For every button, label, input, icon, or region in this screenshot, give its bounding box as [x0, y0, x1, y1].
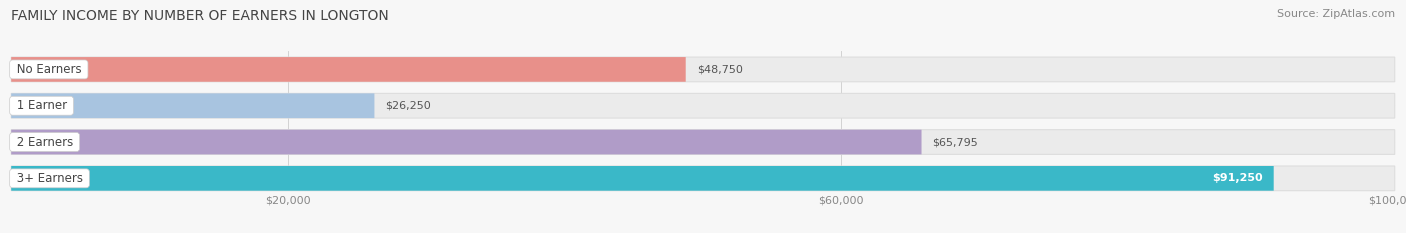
Text: $91,250: $91,250: [1212, 173, 1263, 183]
FancyBboxPatch shape: [11, 57, 686, 82]
Text: 3+ Earners: 3+ Earners: [13, 172, 86, 185]
Text: 2 Earners: 2 Earners: [13, 136, 77, 149]
FancyBboxPatch shape: [11, 130, 1395, 154]
Text: $48,750: $48,750: [697, 64, 742, 74]
FancyBboxPatch shape: [11, 166, 1395, 191]
FancyBboxPatch shape: [11, 93, 1395, 118]
Text: 1 Earner: 1 Earner: [13, 99, 70, 112]
FancyBboxPatch shape: [11, 130, 921, 154]
Text: $65,795: $65,795: [932, 137, 979, 147]
FancyBboxPatch shape: [11, 93, 374, 118]
Text: $26,250: $26,250: [385, 101, 432, 111]
FancyBboxPatch shape: [11, 166, 1274, 191]
FancyBboxPatch shape: [11, 57, 1395, 82]
Text: No Earners: No Earners: [13, 63, 84, 76]
Text: Source: ZipAtlas.com: Source: ZipAtlas.com: [1277, 9, 1395, 19]
Text: FAMILY INCOME BY NUMBER OF EARNERS IN LONGTON: FAMILY INCOME BY NUMBER OF EARNERS IN LO…: [11, 9, 389, 23]
